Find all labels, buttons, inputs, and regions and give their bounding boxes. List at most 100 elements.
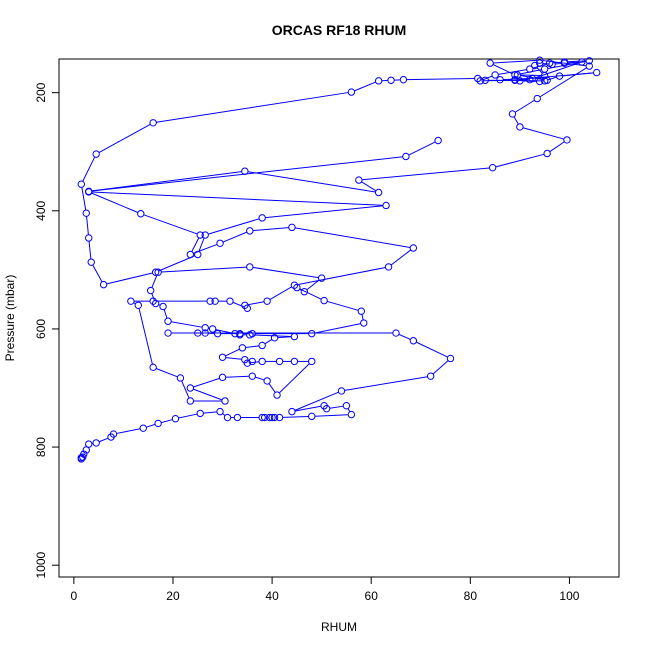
- data-point: [268, 413, 276, 422]
- data-point: [270, 334, 279, 342]
- series-segment: [88, 241, 92, 260]
- series-segment: [193, 388, 223, 401]
- data-point: [526, 75, 534, 84]
- data-point: [201, 231, 209, 239]
- data-point: [533, 94, 541, 103]
- x-tick-label: 0: [71, 589, 78, 603]
- data-point: [258, 413, 266, 422]
- data-point: [308, 357, 316, 366]
- series-segment: [347, 408, 351, 413]
- data-point: [159, 302, 167, 311]
- series-segment: [522, 127, 565, 140]
- data-point: [399, 75, 408, 84]
- series-segment: [191, 237, 200, 252]
- x-tick-label: 40: [265, 589, 279, 603]
- data-point: [585, 57, 593, 65]
- series-segment: [138, 308, 153, 365]
- series-segment: [146, 423, 156, 428]
- data-point: [563, 136, 571, 144]
- series-segment: [513, 116, 519, 125]
- series-segment: [282, 415, 309, 418]
- data-point: [476, 77, 484, 85]
- data-point: [164, 317, 172, 325]
- series-segment: [81, 187, 87, 211]
- series-segment: [222, 231, 248, 243]
- data-point: [511, 71, 519, 79]
- data-point: [347, 88, 356, 96]
- series-segment: [86, 216, 89, 235]
- x-tick-label: 80: [464, 589, 478, 603]
- data-point: [208, 325, 217, 333]
- series-segment: [354, 81, 376, 92]
- data-point: [85, 234, 93, 242]
- data-point: [246, 263, 254, 271]
- data-point: [127, 297, 135, 305]
- series-segment: [567, 61, 579, 64]
- series-segment: [555, 62, 562, 65]
- data-point: [560, 58, 569, 66]
- data-point: [149, 119, 157, 127]
- data-point: [85, 440, 93, 448]
- data-point: [243, 359, 252, 367]
- data-point: [82, 209, 90, 217]
- series-segment: [294, 405, 322, 412]
- data-point: [154, 419, 162, 428]
- data-point: [201, 329, 209, 337]
- series-segment: [549, 141, 565, 153]
- series-segment: [91, 191, 383, 206]
- data-point: [246, 331, 254, 339]
- data-point: [80, 450, 88, 458]
- series-segment: [151, 293, 155, 301]
- data-point: [171, 415, 180, 423]
- data-point: [320, 296, 328, 305]
- y-axis-label: Pressure (mbar): [3, 275, 17, 362]
- data-point: [481, 76, 489, 84]
- series-segment: [547, 76, 557, 81]
- series-segment: [255, 376, 265, 381]
- series-segment: [514, 99, 535, 113]
- series-segment: [181, 380, 190, 399]
- y-tick-label: 400: [34, 200, 48, 220]
- data-point: [216, 239, 224, 247]
- data-point: [374, 188, 383, 197]
- data-point: [137, 210, 145, 218]
- series-segment: [492, 64, 513, 75]
- data-point: [337, 387, 346, 395]
- series-segment: [151, 275, 158, 288]
- data-point: [357, 307, 366, 315]
- data-point: [176, 374, 185, 382]
- series-segment: [390, 249, 412, 266]
- series-segment: [361, 181, 377, 192]
- data-point: [374, 77, 383, 85]
- data-point: [585, 62, 593, 70]
- data-point: [164, 329, 172, 337]
- y-axis: 200 400 600 800 1000: [34, 82, 59, 579]
- series-segment: [329, 405, 344, 409]
- series-segment: [247, 171, 376, 193]
- data-point: [290, 357, 299, 366]
- series-segment: [156, 92, 349, 123]
- data-point: [508, 110, 517, 118]
- chart-title: ORCAS RF18 RHUM: [272, 22, 407, 38]
- x-tick-label: 100: [559, 589, 579, 603]
- series-segment: [294, 391, 339, 411]
- series-segment: [178, 413, 198, 419]
- data-point: [194, 250, 202, 259]
- data-point: [258, 341, 266, 350]
- series-segment: [92, 264, 103, 283]
- data-point: [149, 363, 157, 372]
- data-point: [194, 329, 202, 337]
- data-point: [275, 413, 284, 422]
- series-segment: [247, 301, 265, 306]
- data-point: [186, 397, 195, 405]
- data-point: [545, 59, 554, 67]
- data-point: [196, 409, 204, 418]
- data-point: [273, 391, 281, 399]
- data-point: [536, 56, 544, 64]
- series-segment: [252, 266, 319, 279]
- series-segment: [314, 414, 349, 417]
- series-segment: [250, 361, 260, 364]
- data-point: [543, 149, 551, 158]
- data-point: [426, 372, 435, 380]
- data-point: [226, 297, 234, 305]
